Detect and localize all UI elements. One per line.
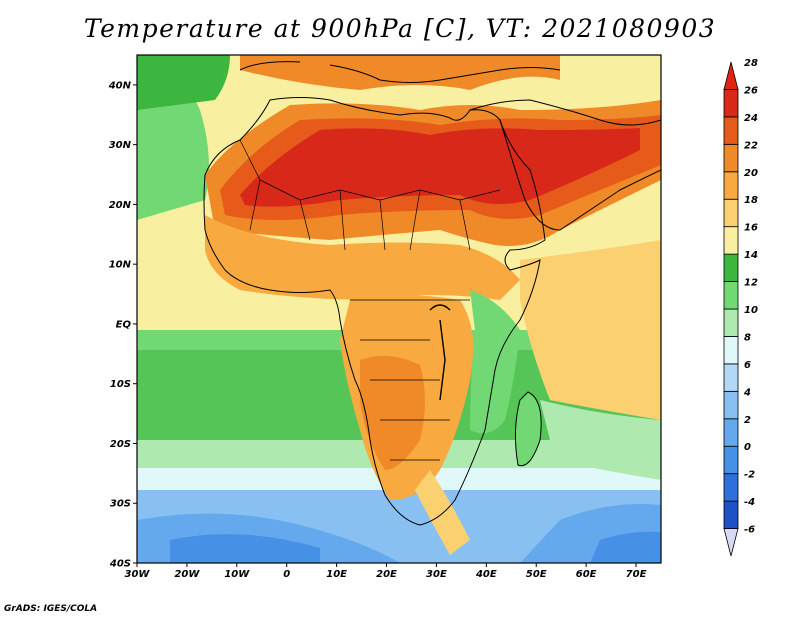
colorbar-label: -4	[744, 497, 755, 508]
lon-tick-label: 30E	[426, 569, 447, 580]
colorbar-label: 8	[744, 332, 751, 343]
lon-tick-label: 20E	[376, 569, 397, 580]
colorbar-swatch	[723, 308, 739, 337]
colorbar-swatch	[723, 500, 739, 529]
arabia-coastline	[469, 99, 661, 231]
field-mediterranean	[240, 55, 560, 90]
colorbar-label: -6	[744, 525, 755, 536]
lat-tick-label: 20N	[109, 200, 132, 211]
lat-tick-label: 20S	[110, 439, 131, 450]
colorbar-label: -2	[744, 470, 755, 481]
great-lakes	[429, 304, 451, 401]
colorbar-label: 4	[743, 387, 751, 398]
lon-tick-label: 0	[283, 569, 290, 580]
lat-tick-label: 10S	[110, 379, 131, 390]
africa-coastline	[203, 97, 546, 526]
colorbar-label: 14	[744, 250, 758, 261]
lon-tick-label: 60E	[576, 569, 597, 580]
colorbar-swatch	[723, 226, 739, 255]
lon-tick-label: 20W	[174, 569, 200, 580]
colorbar-label: 16	[744, 223, 758, 234]
temperature-field	[137, 55, 661, 563]
longitude-axis: 30W 20W 10W 0 10E 20E 30E 40E 50E 60E 70E	[125, 563, 647, 580]
colorbar-swatch	[723, 445, 739, 475]
field-south-indian-mild	[540, 400, 661, 480]
colorbar-swatch	[723, 198, 739, 228]
madagascar-coastline	[514, 391, 542, 467]
lat-tick-label: 40N	[108, 80, 132, 91]
colorbar-swatch	[723, 89, 739, 118]
field-indian-ocean	[520, 240, 661, 420]
country-borders	[239, 139, 501, 461]
lon-tick-label: 10W	[224, 569, 250, 580]
field-south-atlantic-coldest	[170, 534, 320, 563]
border-sahara-north	[239, 139, 501, 201]
colorbar-label: 22	[744, 140, 758, 151]
colorbar-label: 0	[744, 442, 751, 453]
field-madagascar	[515, 392, 542, 466]
colorbar-label: 20	[744, 168, 758, 179]
lon-tick-label: 10E	[326, 569, 347, 580]
colorbar-label: 28	[744, 58, 758, 69]
field-southern-africa-warm	[360, 356, 425, 470]
lat-tick-label: 30S	[110, 499, 131, 510]
europe-coastline	[239, 61, 561, 83]
colorbar-label: 24	[744, 113, 758, 124]
field-sahara-hottest	[240, 128, 640, 207]
border-central-southern	[350, 299, 470, 461]
colorbar-swatch	[723, 473, 739, 502]
field-north-atlantic-darkgreen	[137, 55, 230, 110]
colorbar-label: 12	[744, 278, 758, 289]
colorbar-swatch	[723, 528, 739, 557]
colorbar-swatch	[723, 171, 739, 200]
colorbar-label: 10	[744, 305, 758, 316]
colorbar-label: 2	[744, 415, 751, 426]
lon-tick-label: 30W	[125, 569, 151, 580]
colorbar-label: 6	[744, 360, 751, 371]
colorbar-swatch	[723, 390, 739, 420]
lat-tick-label: EQ	[116, 319, 132, 330]
lat-tick-label: 10N	[109, 260, 132, 271]
colorbar-swatch	[723, 253, 739, 282]
lon-tick-label: 40E	[475, 569, 497, 580]
lat-tick-label: 40S	[109, 559, 131, 570]
field-south-indian-coldest	[590, 531, 661, 563]
field-sahel	[205, 215, 520, 300]
map-title: Temperature at 900hPa [C], VT: 202108090…	[83, 14, 717, 43]
lat-tick-label: 30N	[109, 140, 132, 151]
colorbar-swatch	[723, 61, 739, 90]
plot-frame	[136, 54, 662, 564]
colorbar-swatch	[723, 336, 739, 365]
colorbar-swatch	[723, 281, 739, 310]
colorbar-swatch	[723, 116, 739, 145]
border-sahara-meridional	[249, 179, 471, 251]
colorbar-label: 18	[744, 195, 758, 206]
colorbar-swatch	[723, 143, 739, 173]
lon-tick-label: 70E	[626, 569, 647, 580]
colorbar-swatch	[723, 418, 739, 447]
colorbar-label: 26	[744, 85, 758, 96]
credit-label: GrADS: IGES/COLA	[4, 604, 98, 614]
field-south-coast	[415, 470, 470, 555]
coastlines	[203, 61, 661, 526]
lon-tick-label: 50E	[526, 569, 547, 580]
field-east-africa-highlands	[470, 290, 520, 434]
latitude-axis: 40N 30N 20N 10N EQ 10S 20S 30S 40S	[108, 80, 137, 570]
colorbar-swatch	[723, 363, 739, 392]
